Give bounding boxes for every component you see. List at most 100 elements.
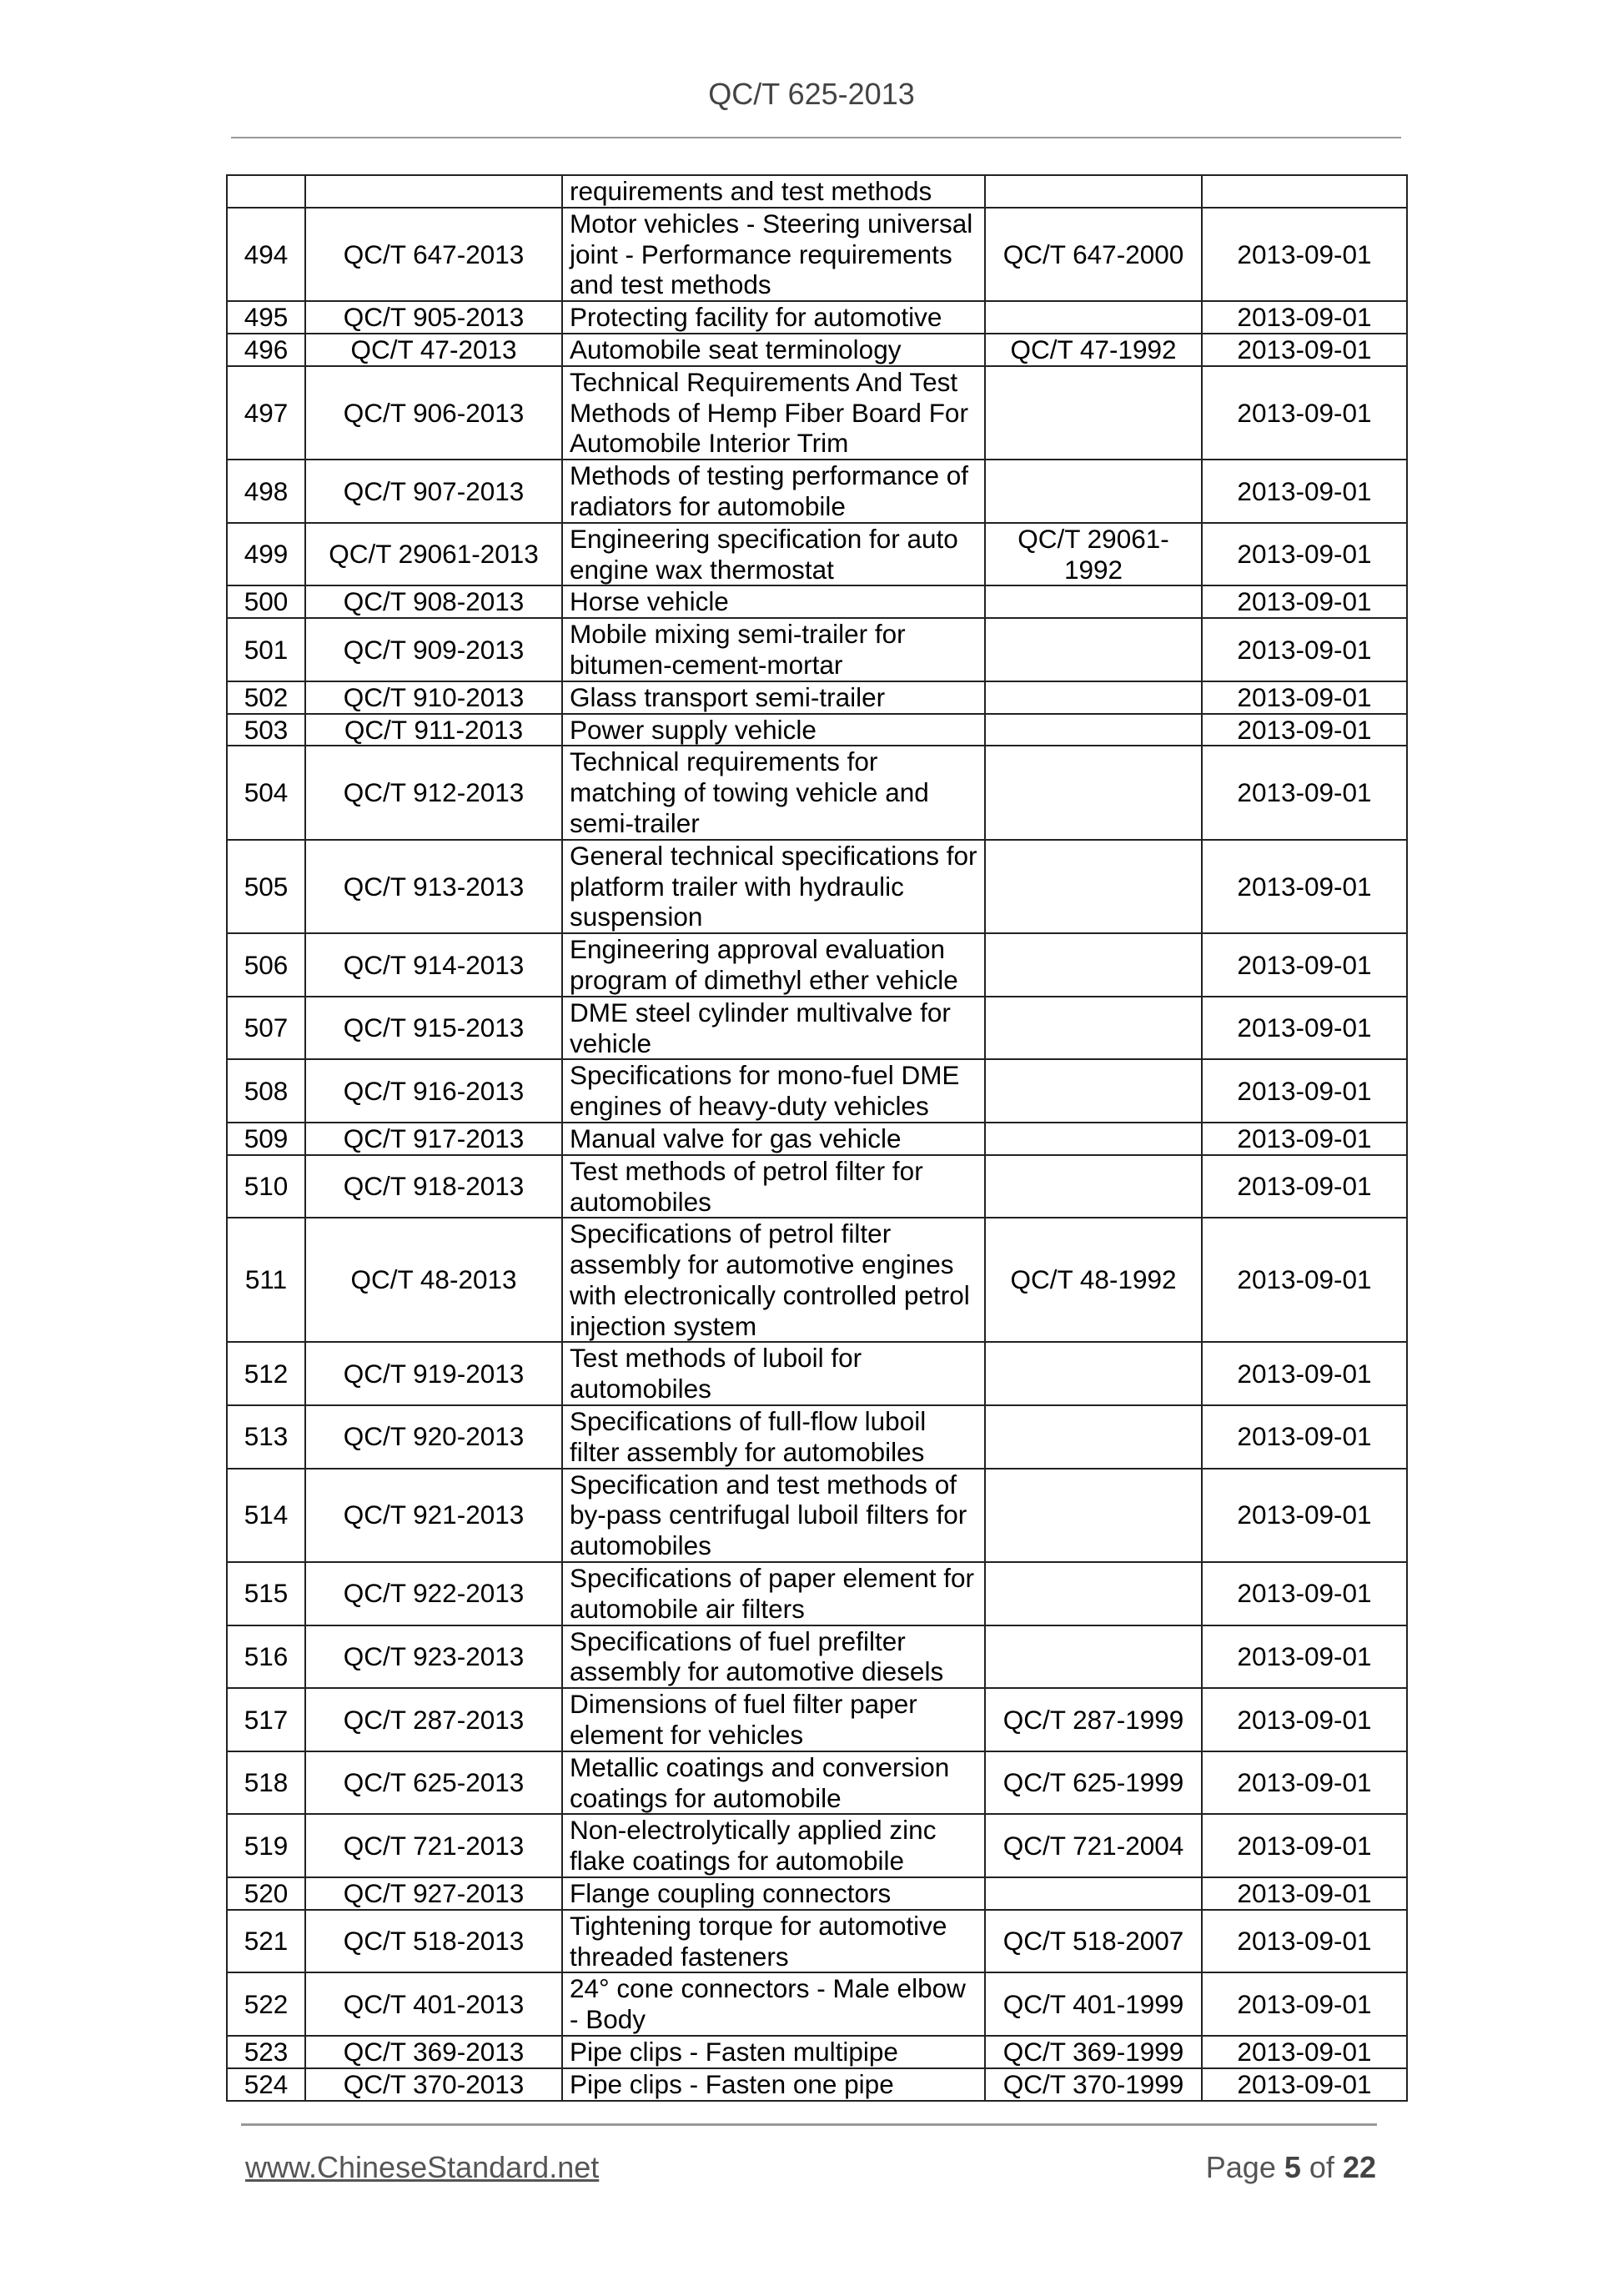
header-divider <box>231 137 1401 138</box>
standard-code-cell: QC/T 919-2013 <box>304 1341 563 1407</box>
table-row: 494 QC/T 647-2013 Motor vehicles - Steerin… <box>226 206 1408 303</box>
table-row: 522 QC/T 401-2013 24° cone connectors - Ma… <box>226 1972 1408 2037</box>
replaced-standard-cell <box>984 712 1203 747</box>
table-row: 502 QC/T 910-2013 Glass transport semi-tra… <box>226 680 1408 715</box>
implementation-date-cell: 2013-09-01 <box>1201 1561 1408 1626</box>
replaced-standard-cell <box>984 1341 1203 1407</box>
replaced-standard-cell <box>984 364 1203 461</box>
implementation-date-cell: 2013-09-01 <box>1201 1750 1408 1816</box>
implementation-date-cell: 2013-09-01 <box>1201 712 1408 747</box>
replaced-standard-cell: QC/T 48-1992 <box>984 1217 1203 1344</box>
row-number-cell: 500 <box>226 585 306 620</box>
implementation-date-cell: 2013-09-01 <box>1201 838 1408 935</box>
implementation-date-cell: 2013-09-01 <box>1201 1058 1408 1123</box>
row-number-cell: 520 <box>226 1876 306 1911</box>
standard-title-cell: Methods of testing performance of radiat… <box>561 459 986 524</box>
standard-title-cell: Engineering approval evaluation program … <box>561 932 986 997</box>
standard-title-cell: Specification and test methods of by-pas… <box>561 1467 986 1564</box>
implementation-date-cell: 2013-09-01 <box>1201 1624 1408 1690</box>
implementation-date-cell: 2013-09-01 <box>1201 206 1408 303</box>
implementation-date-cell: 2013-09-01 <box>1201 1121 1408 1156</box>
standard-title-cell: Pipe clips - Fasten one pipe <box>561 2067 986 2102</box>
replaced-standard-cell <box>984 745 1203 841</box>
implementation-date-cell: 2013-09-01 <box>1201 2067 1408 2102</box>
standard-code-cell: QC/T 29061-2013 <box>304 521 563 587</box>
standard-code-cell: QC/T 918-2013 <box>304 1153 563 1219</box>
standard-title-cell: Test methods of petrol filter for automo… <box>561 1153 986 1219</box>
standard-code-cell: QC/T 47-2013 <box>304 332 563 367</box>
standard-code-cell: QC/T 48-2013 <box>304 1217 563 1344</box>
replaced-standard-cell <box>984 1121 1203 1156</box>
table-row: 513 QC/T 920-2013 Specifications of full-f… <box>226 1404 1408 1470</box>
implementation-date-cell: 2013-09-01 <box>1201 1813 1408 1879</box>
replaced-standard-cell: QC/T 370-1999 <box>984 2067 1203 2102</box>
table-row: 504 QC/T 912-2013 Technical requirements f… <box>226 745 1408 841</box>
implementation-date-cell: 2013-09-01 <box>1201 1876 1408 1911</box>
standard-title-cell: Flange coupling connectors <box>561 1876 986 1911</box>
standard-code-cell: QC/T 647-2013 <box>304 206 563 303</box>
table-row: requirements and test methods <box>226 174 1408 208</box>
website-link[interactable]: www.ChineseStandard.net <box>245 2150 600 2184</box>
implementation-date-cell <box>1201 174 1408 208</box>
standard-code-cell: QC/T 916-2013 <box>304 1058 563 1123</box>
standard-title-cell: Tightening torque for automotive threade… <box>561 1908 986 1974</box>
implementation-date-cell: 2013-09-01 <box>1201 585 1408 620</box>
standard-code-cell: QC/T 923-2013 <box>304 1624 563 1690</box>
table-row: 515 QC/T 922-2013 Specifications of paper … <box>226 1561 1408 1626</box>
row-number-cell: 507 <box>226 995 306 1061</box>
replaced-standard-cell: QC/T 518-2007 <box>984 1908 1203 1974</box>
replaced-standard-cell <box>984 174 1203 208</box>
row-number-cell: 517 <box>226 1687 306 1752</box>
replaced-standard-cell: QC/T 287-1999 <box>984 1687 1203 1752</box>
standard-title-cell: Technical Requirements And Test Methods … <box>561 364 986 461</box>
standard-title-cell: General technical specifications for pla… <box>561 838 986 935</box>
replaced-standard-cell: QC/T 47-1992 <box>984 332 1203 367</box>
standard-title-cell: requirements and test methods <box>561 174 986 208</box>
table-row: 501 QC/T 909-2013 Mobile mixing semi-trail… <box>226 617 1408 682</box>
table-row: 506 QC/T 914-2013 Engineering approval eva… <box>226 932 1408 997</box>
row-number-cell: 515 <box>226 1561 306 1626</box>
standard-title-cell: Manual valve for gas vehicle <box>561 1121 986 1156</box>
implementation-date-cell: 2013-09-01 <box>1201 745 1408 841</box>
standard-code-cell: QC/T 920-2013 <box>304 1404 563 1470</box>
row-number-cell: 516 <box>226 1624 306 1690</box>
page-indicator: Page 5 of 22 <box>1206 2150 1376 2185</box>
row-number-cell: 505 <box>226 838 306 935</box>
implementation-date-cell: 2013-09-01 <box>1201 2035 1408 2069</box>
page-prefix: Page <box>1205 2150 1276 2184</box>
row-number-cell: 519 <box>226 1813 306 1879</box>
implementation-date-cell: 2013-09-01 <box>1201 1217 1408 1344</box>
standard-title-cell: DME steel cylinder multivalve for vehicl… <box>561 995 986 1061</box>
standard-code-cell: QC/T 721-2013 <box>304 1813 563 1879</box>
table-row: 512 QC/T 919-2013 Test methods of luboil f… <box>226 1341 1408 1407</box>
replaced-standard-cell <box>984 838 1203 935</box>
row-number-cell: 518 <box>226 1750 306 1816</box>
row-number-cell: 495 <box>226 300 306 334</box>
standard-title-cell: Specifications for mono-fuel DME engines… <box>561 1058 986 1123</box>
implementation-date-cell: 2013-09-01 <box>1201 1687 1408 1752</box>
table-row: 505 QC/T 913-2013 General technical specif… <box>226 838 1408 935</box>
standard-title-cell: Horse vehicle <box>561 585 986 620</box>
standard-code-cell: QC/T 914-2013 <box>304 932 563 997</box>
row-number-cell: 514 <box>226 1467 306 1564</box>
row-number-cell: 524 <box>226 2067 306 2102</box>
standard-code-cell: QC/T 906-2013 <box>304 364 563 461</box>
standard-code-cell: QC/T 369-2013 <box>304 2035 563 2069</box>
replaced-standard-cell <box>984 1624 1203 1690</box>
replaced-standard-cell: QC/T 29061-1992 <box>984 521 1203 587</box>
standard-code-cell <box>304 174 563 208</box>
standard-title-cell: Dimensions of fuel filter paper element … <box>561 1687 986 1752</box>
implementation-date-cell: 2013-09-01 <box>1201 1153 1408 1219</box>
table-row: 500 QC/T 908-2013 Horse vehicle 2013-09-01 <box>226 585 1408 620</box>
row-number-cell: 508 <box>226 1058 306 1123</box>
row-number-cell: 497 <box>226 364 306 461</box>
row-number-cell: 509 <box>226 1121 306 1156</box>
implementation-date-cell: 2013-09-01 <box>1201 932 1408 997</box>
replaced-standard-cell: QC/T 647-2000 <box>984 206 1203 303</box>
standard-code-cell: QC/T 905-2013 <box>304 300 563 334</box>
table-row: 511 QC/T 48-2013 Specifications of petrol … <box>226 1217 1408 1344</box>
replaced-standard-cell <box>984 1467 1203 1564</box>
table-row: 517 QC/T 287-2013 Dimensions of fuel filte… <box>226 1687 1408 1752</box>
row-number-cell: 511 <box>226 1217 306 1344</box>
standard-title-cell: Protecting facility for automotive <box>561 300 986 334</box>
